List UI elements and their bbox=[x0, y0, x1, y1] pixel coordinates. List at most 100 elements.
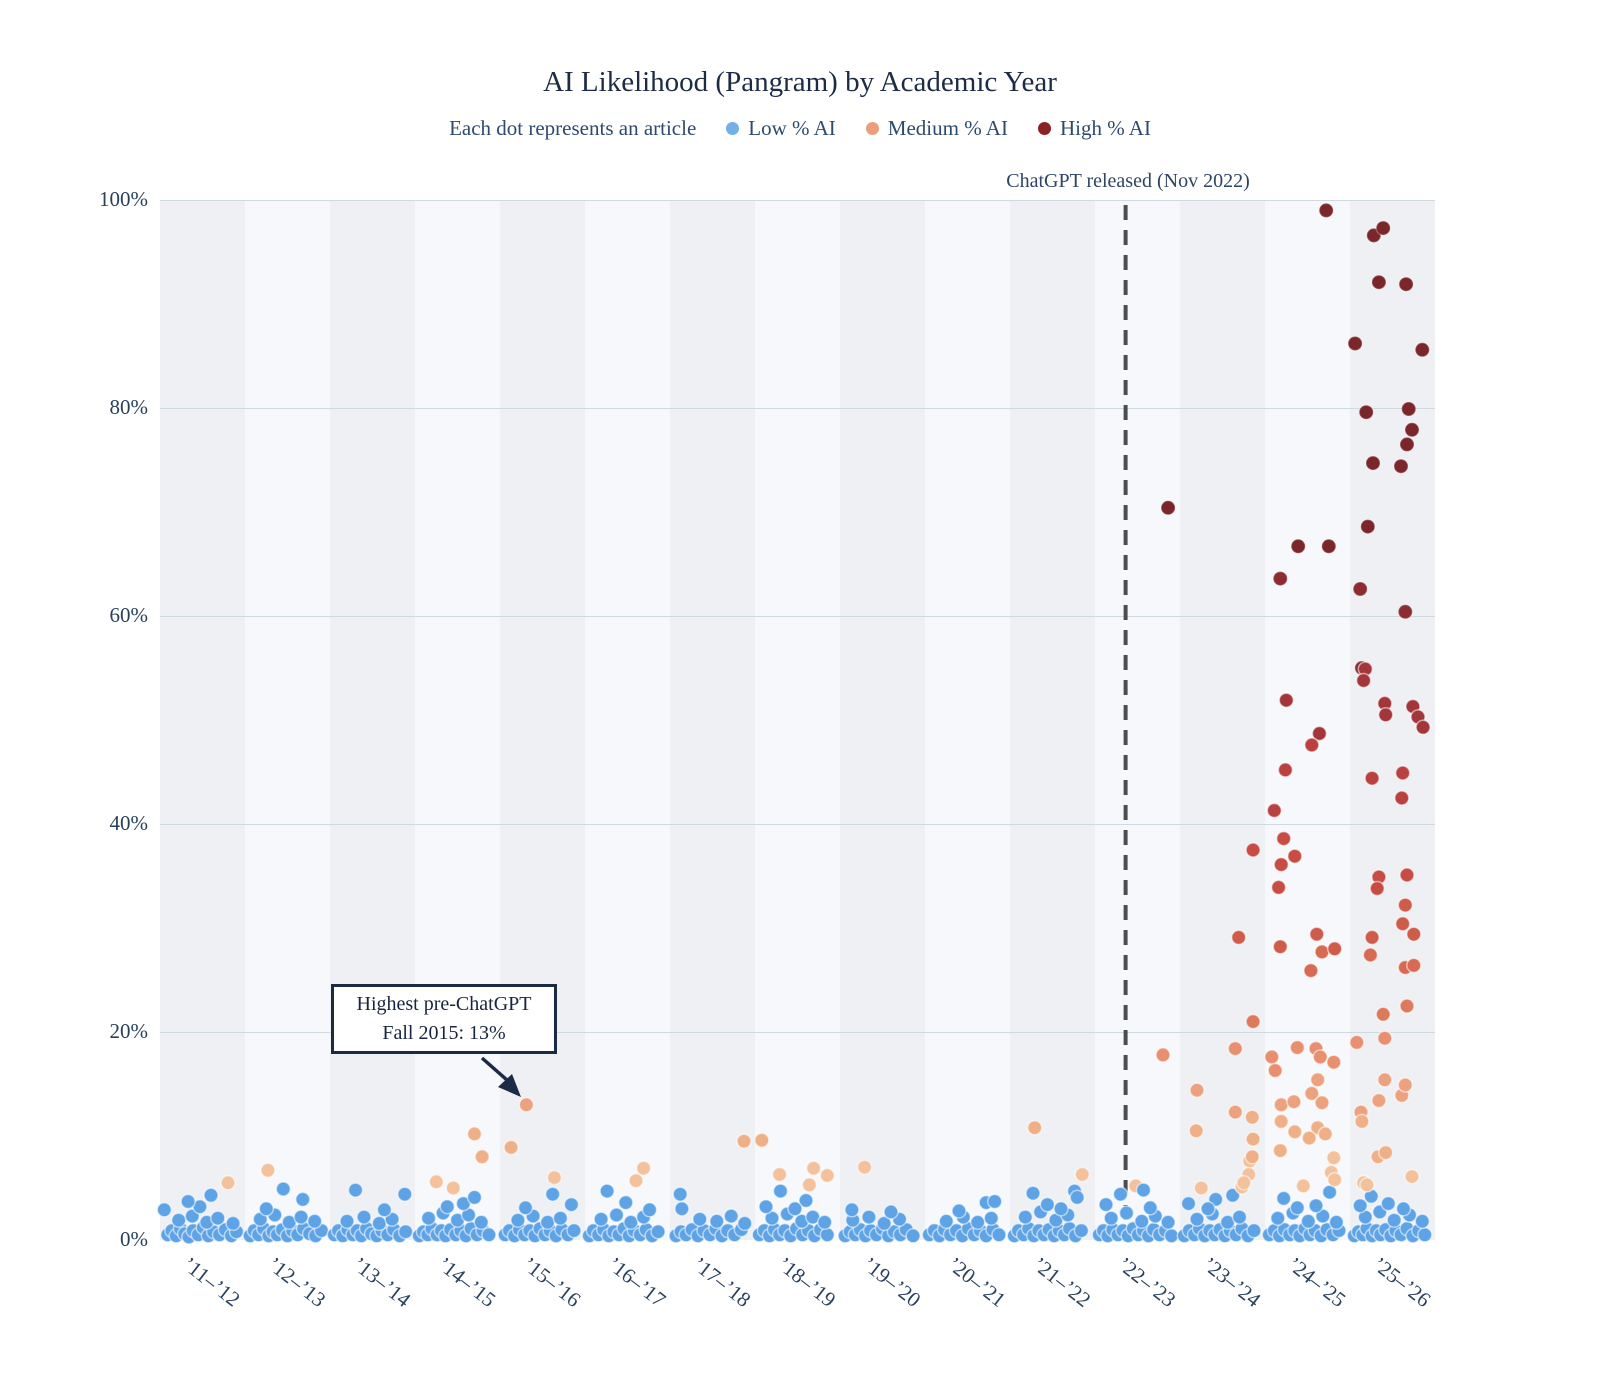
data-point bbox=[1397, 1077, 1414, 1093]
data-point bbox=[772, 1183, 789, 1199]
data-point bbox=[1380, 1195, 1397, 1212]
data-point bbox=[758, 1198, 774, 1215]
data-point bbox=[1414, 342, 1431, 358]
data-point bbox=[1395, 1201, 1412, 1217]
data-point bbox=[1163, 1228, 1180, 1244]
data-point bbox=[503, 1139, 519, 1156]
data-point bbox=[1326, 941, 1343, 957]
data-point bbox=[1295, 1178, 1312, 1194]
data-point bbox=[771, 1166, 788, 1183]
data-point bbox=[1365, 455, 1381, 471]
data-point bbox=[1017, 1209, 1034, 1225]
data-point bbox=[1377, 1144, 1394, 1161]
data-point bbox=[635, 1160, 652, 1176]
data-point bbox=[1275, 830, 1292, 847]
data-point bbox=[481, 1227, 497, 1243]
data-point bbox=[737, 1215, 753, 1232]
data-point bbox=[1397, 897, 1414, 913]
data-point bbox=[510, 1212, 526, 1228]
data-point bbox=[356, 1209, 372, 1225]
data-point bbox=[220, 1175, 236, 1191]
data-point bbox=[1347, 335, 1363, 352]
data-point bbox=[1272, 938, 1289, 955]
data-point bbox=[905, 1228, 921, 1244]
data-point bbox=[1366, 227, 1382, 244]
data-point bbox=[180, 1193, 196, 1210]
annotation-callout: Highest pre-ChatGPT Fall 2015: 13% bbox=[331, 984, 557, 1054]
year-band bbox=[755, 200, 840, 1240]
data-point bbox=[1377, 707, 1394, 723]
data-point bbox=[1360, 518, 1376, 535]
data-point bbox=[1245, 1013, 1261, 1030]
data-point bbox=[170, 1212, 187, 1228]
data-point bbox=[1272, 570, 1289, 587]
data-point bbox=[1272, 1142, 1289, 1159]
data-point bbox=[1393, 458, 1409, 474]
data-point bbox=[1317, 1126, 1334, 1142]
chart-subtitle: Each dot represents an article bbox=[449, 116, 697, 140]
data-point bbox=[787, 1201, 803, 1217]
data-point bbox=[1270, 879, 1287, 896]
data-point bbox=[1267, 1062, 1283, 1079]
data-point bbox=[275, 1181, 292, 1197]
data-point bbox=[1308, 1197, 1324, 1214]
data-point bbox=[816, 1214, 833, 1231]
data-point bbox=[1301, 1130, 1317, 1146]
data-point bbox=[1074, 1166, 1091, 1183]
legend-item-low: Low % AI bbox=[726, 116, 836, 141]
data-point bbox=[1355, 672, 1372, 689]
high-ai-legend-dot-icon bbox=[1037, 122, 1051, 135]
data-point bbox=[1375, 220, 1391, 236]
data-point bbox=[1266, 802, 1283, 819]
data-point bbox=[306, 1213, 323, 1230]
low-ai-legend-dot-icon bbox=[726, 122, 740, 135]
data-point bbox=[397, 1186, 413, 1202]
data-point bbox=[1193, 1180, 1210, 1196]
data-point bbox=[546, 1169, 563, 1186]
data-point bbox=[1404, 422, 1420, 438]
legend-item-medium: Medium % AI bbox=[865, 116, 1008, 141]
data-point bbox=[1098, 1196, 1114, 1213]
data-point bbox=[856, 1159, 873, 1175]
data-point bbox=[1245, 1131, 1261, 1147]
data-point bbox=[1352, 1197, 1368, 1214]
data-point bbox=[445, 1180, 462, 1196]
data-point bbox=[986, 1193, 1003, 1210]
data-point bbox=[951, 1203, 967, 1219]
data-point bbox=[692, 1211, 708, 1227]
data-point bbox=[1277, 762, 1294, 778]
data-point bbox=[1358, 404, 1374, 420]
data-point bbox=[650, 1223, 666, 1240]
y-tick-label: 60% bbox=[109, 603, 149, 627]
data-point bbox=[1300, 1213, 1317, 1230]
data-point bbox=[819, 1167, 836, 1184]
data-point bbox=[1397, 604, 1414, 620]
data-point bbox=[754, 1132, 770, 1148]
data-point bbox=[1273, 1113, 1289, 1130]
data-point bbox=[371, 1215, 388, 1232]
data-point bbox=[1142, 1200, 1159, 1216]
data-point bbox=[1189, 1082, 1205, 1098]
data-point bbox=[1417, 1227, 1433, 1243]
data-point bbox=[723, 1208, 739, 1224]
data-point bbox=[593, 1211, 609, 1227]
y-tick-label: 100% bbox=[99, 187, 148, 211]
year-band bbox=[1010, 200, 1095, 1240]
data-point bbox=[1414, 1213, 1431, 1230]
data-point bbox=[563, 1196, 580, 1213]
data-point bbox=[1399, 867, 1415, 883]
data-point bbox=[1309, 1072, 1326, 1088]
legend-item-high: High % AI bbox=[1037, 116, 1151, 141]
data-point bbox=[1369, 880, 1385, 897]
data-point bbox=[1399, 998, 1415, 1014]
data-point bbox=[1304, 737, 1320, 753]
data-point bbox=[517, 1200, 534, 1216]
data-point bbox=[1103, 1210, 1119, 1226]
data-point bbox=[1246, 1222, 1262, 1239]
data-point bbox=[258, 1201, 275, 1217]
data-point bbox=[1400, 401, 1417, 417]
data-point bbox=[1236, 1175, 1252, 1191]
data-point bbox=[1188, 1123, 1204, 1139]
